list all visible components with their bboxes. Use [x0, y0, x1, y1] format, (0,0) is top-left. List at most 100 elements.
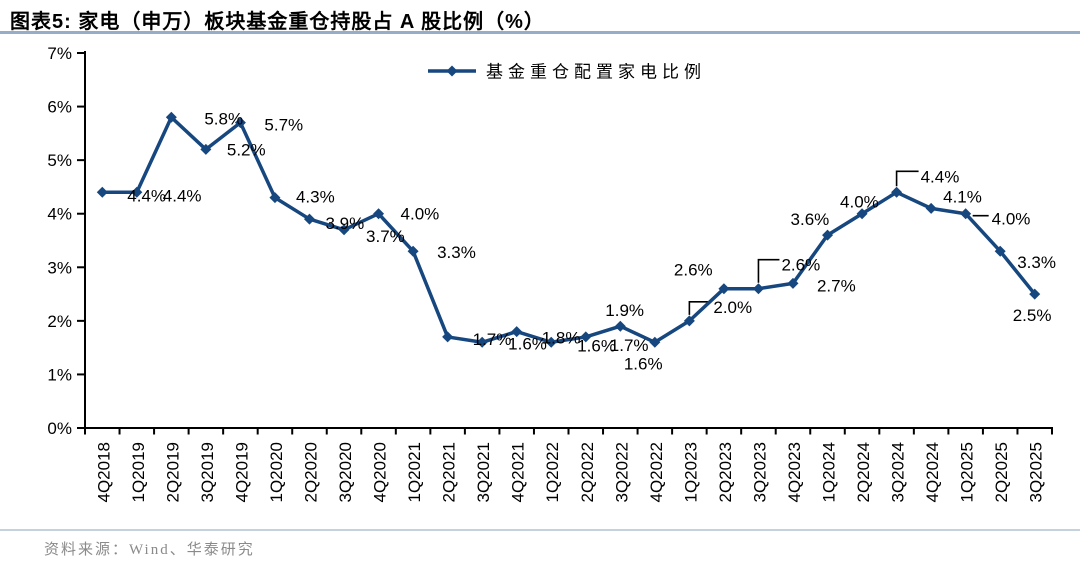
data-point-marker: [787, 277, 799, 289]
data-point-label: 5.8%: [204, 109, 243, 128]
data-point-label: 3.9%: [325, 214, 364, 233]
series-line: [102, 115, 1037, 345]
x-tick-label: 1Q2022: [543, 442, 562, 503]
source-note: 资料来源：Wind、华泰研究: [44, 542, 255, 558]
data-point-marker: [165, 111, 177, 123]
data-point-label: 1.9%: [605, 301, 644, 320]
data-point-marker: [614, 320, 626, 332]
x-tick-label: 4Q2022: [647, 442, 666, 503]
x-tick-label: 2Q2023: [716, 442, 735, 503]
x-tick-label: 2Q2025: [992, 442, 1011, 503]
data-point-label: 3.7%: [366, 227, 405, 246]
data-point-label: 1.6%: [508, 334, 547, 353]
data-point-label: 4.0%: [401, 205, 440, 224]
data-point-marker: [925, 202, 937, 214]
x-tick-label: 3Q2024: [889, 442, 908, 503]
x-tick-label: 1Q2024: [820, 442, 839, 503]
x-tick-label: 1Q2021: [405, 442, 424, 503]
legend-label: 基金重仓配置家电比例: [486, 63, 706, 82]
data-point-marker: [442, 331, 454, 343]
x-tick-label: 3Q2025: [1027, 442, 1046, 503]
legend: 基金重仓配置家电比例: [428, 63, 706, 82]
data-point-marker: [822, 229, 834, 241]
data-point-marker: [891, 186, 903, 198]
x-tick-label: 4Q2019: [232, 442, 251, 503]
data-point-marker: [234, 117, 246, 129]
legend-diamond-marker: [446, 65, 458, 77]
x-tick-label: 3Q2021: [474, 442, 493, 503]
x-tick-label: 4Q2024: [923, 442, 942, 503]
data-point-label: 4.4%: [163, 186, 202, 205]
x-tick-label: 2Q2022: [578, 442, 597, 503]
x-tick-label: 4Q2021: [509, 442, 528, 503]
data-point-marker: [200, 143, 212, 155]
data-point-marker: [476, 336, 488, 348]
data-point-label: 4.1%: [943, 187, 982, 206]
data-point-marker: [752, 283, 764, 295]
x-tick-label: 3Q2022: [612, 442, 631, 503]
data-point-label: 2.7%: [817, 276, 856, 295]
y-tick-label: 3%: [47, 258, 72, 277]
x-tick-label: 1Q2019: [129, 442, 148, 503]
label-leader-line: [757, 258, 780, 283]
data-point-marker: [373, 208, 385, 220]
title-rule: [0, 31, 1080, 34]
y-tick-label: 7%: [47, 44, 72, 63]
data-point-label: 1.8%: [542, 329, 581, 348]
x-tick-label: 4Q2020: [371, 442, 390, 503]
data-point-marker: [303, 213, 315, 225]
data-point-marker: [96, 186, 108, 198]
data-point-marker: [683, 315, 695, 327]
x-tick-label: 2Q2020: [301, 442, 320, 503]
data-point-marker: [269, 192, 281, 204]
data-point-marker: [338, 224, 350, 236]
y-tick-label: 5%: [47, 151, 72, 170]
label-leader-line: [688, 301, 712, 315]
data-point-label: 1.6%: [577, 336, 616, 355]
data-point-marker: [545, 336, 557, 348]
y-tick-label: 1%: [47, 365, 72, 384]
axes: [83, 51, 1053, 429]
data-point-label: 3.3%: [1017, 253, 1056, 272]
data-point-label: 5.7%: [264, 116, 303, 135]
x-tick-label: 3Q2023: [750, 442, 769, 503]
data-point-marker: [580, 331, 592, 343]
x-tick-label: 3Q2020: [336, 442, 355, 503]
x-tick-label: 1Q2023: [681, 442, 700, 503]
y-tick-label: 2%: [47, 312, 72, 331]
data-point-label: 2.5%: [1013, 306, 1052, 325]
x-tick-label: 2Q2021: [440, 442, 459, 503]
data-point-label: 3.6%: [791, 210, 830, 229]
data-point-label: 4.4%: [127, 186, 166, 205]
data-point-marker: [718, 283, 730, 295]
data-point-marker: [856, 208, 868, 220]
label-leader-line: [895, 170, 919, 187]
data-point-label: 1.7%: [610, 336, 649, 355]
figure-title: 图表5: 家电（申万）板块基金重仓持股占 A 股比例（%）: [10, 11, 545, 33]
data-point-label: 3.3%: [437, 243, 476, 262]
y-tick-label: 6%: [47, 98, 72, 117]
x-tick-label: 1Q2020: [267, 442, 286, 503]
data-point-marker: [649, 336, 661, 348]
x-tick-label: 2Q2024: [854, 442, 873, 503]
data-point-marker: [131, 186, 143, 198]
data-point-label: 5.2%: [227, 140, 266, 159]
data-point-label: 4.3%: [296, 188, 335, 207]
data-point-marker: [407, 245, 419, 257]
x-tick-label: 3Q2019: [198, 442, 217, 503]
x-tick-label: 1Q2025: [958, 442, 977, 503]
y-tick-label: 4%: [47, 205, 72, 224]
line-chart: 0% 1% 2% 3% 4% 5% 6% 7% 4Q2018 1Q2019 2Q2019 3Q2019…: [47, 44, 1056, 503]
data-point-label: 2.6%: [781, 256, 820, 275]
data-point-marker: [994, 245, 1006, 257]
data-point-label: 1.6%: [624, 354, 663, 373]
x-tick-label: 4Q2023: [785, 442, 804, 503]
y-tick-label: 0%: [47, 419, 72, 438]
data-point-label: 4.4%: [921, 167, 960, 186]
data-point-label: 1.7%: [473, 330, 512, 349]
data-point-marker: [960, 208, 972, 220]
data-point-marker: [511, 326, 523, 338]
source-rule: [0, 529, 1080, 531]
data-point-label: 4.0%: [992, 210, 1031, 229]
